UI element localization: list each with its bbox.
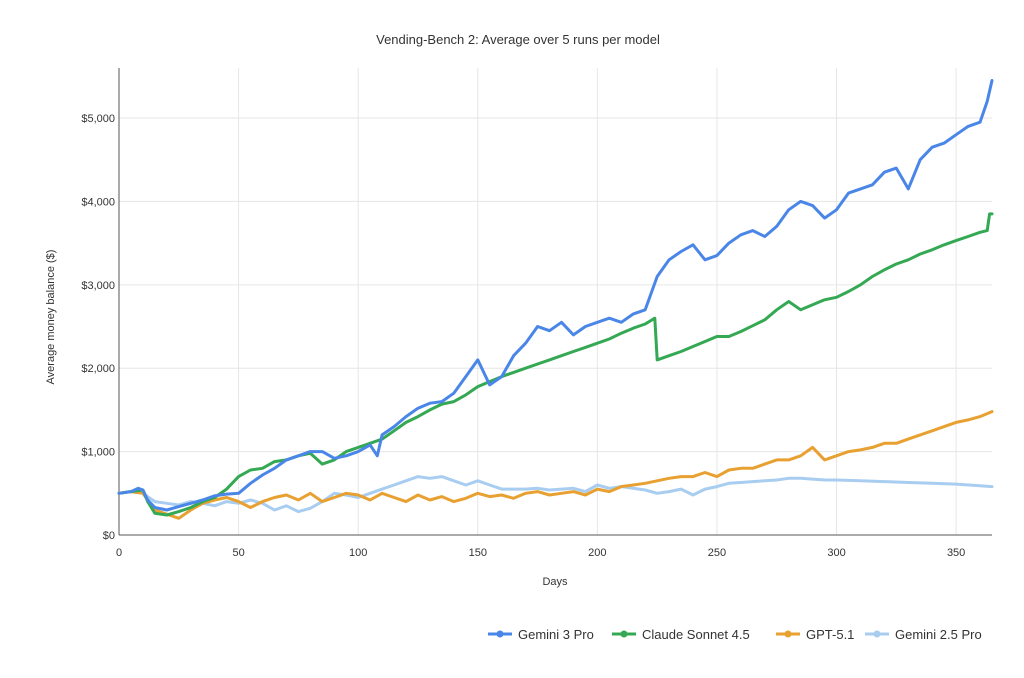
- x-tick-label: 150: [469, 547, 487, 559]
- legend-swatch-marker: [784, 630, 792, 638]
- legend-swatch-marker: [873, 630, 881, 638]
- grid: [119, 68, 992, 535]
- series-lines: [117, 79, 994, 520]
- y-tick-label: $3,000: [81, 280, 115, 292]
- legend-label: Gemini 3 Pro: [518, 627, 594, 642]
- series-line-gemini-3-pro: [117, 79, 994, 512]
- x-tick-label: 50: [232, 547, 244, 559]
- x-tick-label: 0: [116, 547, 122, 559]
- axes: 0 50 100 150 200 250 300 350 $0 $1,000 $2,000 $3,00…: [81, 68, 992, 559]
- series-line-gemini-2-5-pro: [117, 475, 994, 514]
- x-tick-label: 350: [947, 547, 965, 559]
- x-tick-label: 100: [349, 547, 367, 559]
- y-tick-label: $5,000: [81, 113, 115, 125]
- x-axis-label: Days: [542, 576, 568, 588]
- legend-label: GPT-5.1: [806, 627, 854, 642]
- legend: Gemini 3 Pro Claude Sonnet 4.5 GPT-5.1 Gemi…: [488, 627, 982, 642]
- x-tick-label: 200: [588, 547, 606, 559]
- legend-label: Claude Sonnet 4.5: [642, 627, 750, 642]
- y-tick-label: $1,000: [81, 447, 115, 459]
- y-tick-label: $2,000: [81, 363, 115, 375]
- y-tick-label: $0: [103, 530, 115, 542]
- y-axis-label: Average money balance ($): [45, 250, 57, 385]
- x-tick-label: 250: [708, 547, 726, 559]
- y-tick-label: $4,000: [81, 196, 115, 208]
- series-line-claude-sonnet-4-5: [117, 212, 994, 517]
- series-line-gpt-5-1: [117, 410, 994, 520]
- legend-swatch-marker: [496, 630, 504, 638]
- x-tick-label: 300: [827, 547, 845, 559]
- legend-swatch-marker: [620, 630, 628, 638]
- chart-title: Vending-Bench 2: Average over 5 runs per…: [376, 32, 660, 47]
- legend-label: Gemini 2.5 Pro: [895, 627, 982, 642]
